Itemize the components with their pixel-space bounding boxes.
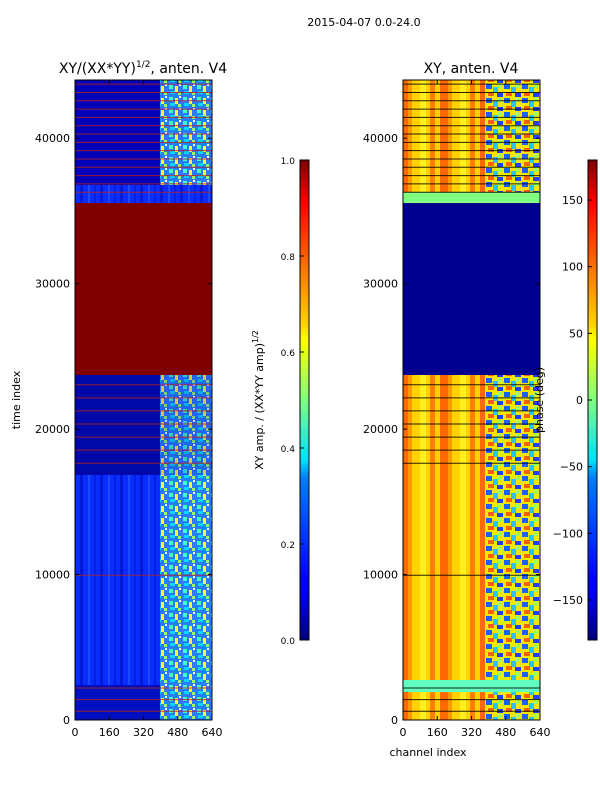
right-x-tick-label: 480: [495, 726, 516, 739]
left-colorbar-ticks: 0.0 0.2 0.4 0.6 0.8 1.0: [281, 157, 304, 647]
left-y-tick-label: 20000: [35, 423, 70, 436]
left-x-tick-label: 640: [202, 726, 223, 739]
right-colorbar-tick-label: 50: [569, 327, 583, 340]
right-y-tick-label: 0: [391, 714, 398, 727]
left-panel: XY/(XX*YY)1/2, anten. V4 0 160 320 480 640 0 1…: [10, 60, 310, 739]
right-x-tick-label: 320: [461, 726, 482, 739]
right-y-tick-label: 40000: [363, 132, 398, 145]
figure-suptitle: 2015-04-07 0.0-24.0: [307, 16, 420, 29]
left-x-tick-label: 160: [99, 726, 120, 739]
right-colorbar-tick-label: −100: [553, 527, 583, 540]
right-colorbar-label: phase (deg): [533, 367, 546, 433]
right-y-tick-label: 30000: [363, 278, 398, 291]
left-y-label: time index: [10, 370, 23, 429]
right-heatmap: [403, 80, 540, 720]
right-x-tick-label: 0: [400, 726, 407, 739]
left-colorbar-tick-label: 1.0: [281, 157, 296, 167]
right-colorbar-tick-label: 100: [562, 261, 583, 274]
right-colorbar-tick-label: 0: [576, 394, 583, 407]
right-colorbar-tick-label: 150: [562, 194, 583, 207]
left-x-tick-label: 320: [133, 726, 154, 739]
left-colorbar-gradient: [299, 159, 310, 641]
left-flag-lines: [75, 83, 212, 712]
left-heatmap: [75, 80, 212, 720]
right-colorbar: −150 −100 −50 0 50 100 150 phase (deg): [533, 159, 598, 641]
left-y-tick-label: 10000: [35, 569, 70, 582]
right-zero-phase-band: [403, 192, 540, 203]
left-colorbar-tick-label: 0.2: [281, 541, 295, 551]
left-y-tick-label: 30000: [35, 278, 70, 291]
right-axis-ticks: 0 160 320 480 640 0 10000 20000 30000 40000: [363, 80, 551, 739]
left-y-tick-label: 0: [63, 714, 70, 727]
right-y-tick-label: 20000: [363, 423, 398, 436]
left-colorbar-label: XY amp. / (XX*YY amp)1/2: [251, 330, 266, 470]
right-flag-lines: [403, 83, 540, 712]
left-saturated-region: [75, 203, 212, 375]
right-panel-title: XY, anten. V4: [424, 61, 519, 77]
left-x-tick-label: 0: [72, 726, 79, 739]
left-x-tick-label: 480: [167, 726, 188, 739]
left-panel-title: XY/(XX*YY)1/2, anten. V4: [59, 60, 227, 77]
right-colorbar-tick-label: −150: [553, 594, 583, 607]
left-axis-ticks: 0 160 320 480 640 0 10000 20000 30000 40000: [35, 80, 223, 739]
left-colorbar-tick-label: 0.4: [281, 445, 296, 455]
left-colorbar-tick-label: 0.8: [281, 253, 296, 263]
left-colorbar-tick-label: 0.6: [281, 349, 296, 359]
left-y-tick-label: 40000: [35, 132, 70, 145]
right-y-tick-label: 10000: [363, 569, 398, 582]
right-colorbar-tick-label: −50: [560, 461, 583, 474]
left-colorbar: 0.0 0.2 0.4 0.6 0.8 1.0 XY amp. / (XX*YY amp)…: [251, 157, 310, 647]
right-x-label: channel index: [389, 746, 467, 759]
right-x-tick-label: 160: [427, 726, 448, 739]
right-min-phase-region: [403, 203, 540, 375]
right-colorbar-ticks: −150 −100 −50 0 50 100 150: [553, 194, 592, 607]
right-panel: XY, anten. V4 0 160 320 480 640 0 10000 20000 30…: [363, 61, 598, 759]
right-x-tick-label: 640: [530, 726, 551, 739]
left-colorbar-tick-label: 0.0: [281, 637, 296, 647]
